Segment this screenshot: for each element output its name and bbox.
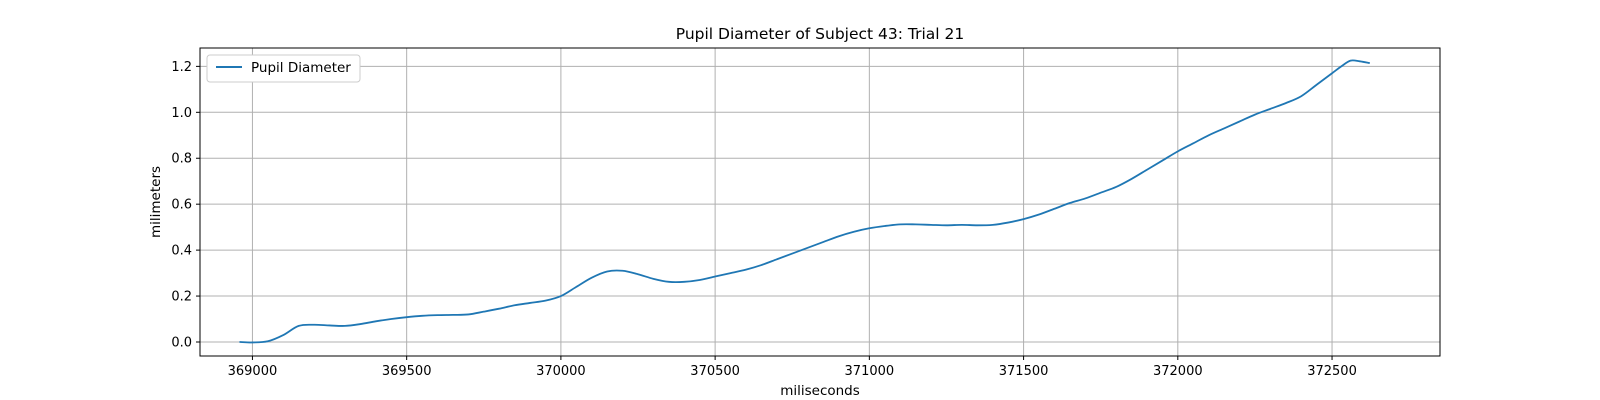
grid [200,48,1440,356]
x-tick-label: 370000 [536,364,586,379]
series-layer [239,59,1370,344]
y-tick-label: 0.8 [171,152,192,167]
x-tick-label: 370500 [690,364,740,379]
y-tick-label: 0.0 [171,335,192,350]
x-tick-label: 372000 [1153,364,1203,379]
x-tick-label: 371500 [999,364,1049,379]
plot-background [200,48,1440,356]
y-tick-label: 0.2 [171,290,192,305]
x-tick-label: 372500 [1307,364,1357,379]
legend-label: Pupil Diameter [251,60,351,76]
chart-title: Pupil Diameter of Subject 43: Trial 21 [676,25,965,43]
series-line-pupil-diameter [239,59,1370,344]
plot-frame [199,47,1441,357]
x-tick-label: 371000 [845,364,895,379]
legend: Pupil Diameter [206,54,361,83]
y-tick-label: 1.2 [171,60,192,75]
x-tick-label: 369500 [382,364,432,379]
legend-box [206,54,361,83]
x-axis-label: miliseconds [780,383,860,399]
ticks: 369000 369500 370000 370500 371000 371500 3720… [171,60,1357,379]
y-axis-label: milimeters [148,166,164,238]
x-tick-label: 369000 [228,364,278,379]
y-tick-label: 0.6 [171,198,192,213]
y-tick-label: 0.4 [171,244,192,259]
y-tick-label: 1.0 [171,106,192,121]
